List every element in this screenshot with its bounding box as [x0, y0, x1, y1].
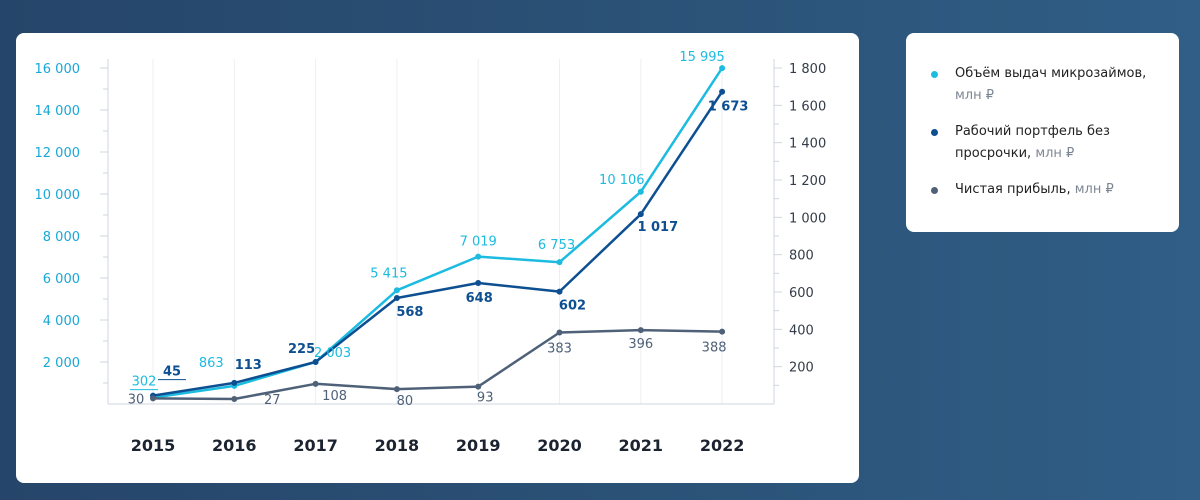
left-axis-tick-label: 10 000	[35, 188, 81, 203]
series-line-1	[152, 91, 724, 397]
x-axis-tick-label-2019: 2019	[456, 436, 501, 455]
data-label-2-2015: 30	[128, 392, 145, 407]
data-point-1-2021	[637, 211, 644, 218]
data-point-0-2022	[719, 65, 726, 72]
x-axis-tick-label-2016: 2016	[212, 436, 257, 455]
data-point-1-2018	[393, 294, 400, 301]
data-point-1-2020	[556, 288, 563, 295]
data-label-1-2015: 45	[163, 365, 181, 380]
data-label-2-2017: 108	[322, 389, 347, 404]
data-point-0-2019	[475, 253, 482, 260]
right-axis-tick-label: 1 200	[789, 174, 826, 189]
legend-marker-loan-volume	[931, 71, 938, 78]
data-label-0-2019: 7 019	[460, 235, 497, 250]
x-axis-tick-label-2018: 2018	[375, 436, 420, 455]
right-axis-tick-label: 1 000	[789, 211, 826, 226]
data-point-1-2016	[231, 379, 238, 386]
data-label-2-2021: 396	[628, 337, 653, 352]
right-axis-tick-label: 400	[789, 323, 814, 338]
data-label-2-2016: 27	[264, 393, 281, 408]
left-axis-tick-label: 4 000	[43, 314, 80, 329]
data-point-0-2020	[556, 259, 563, 266]
data-point-0-2021	[637, 188, 644, 195]
data-point-1-2017	[312, 359, 319, 365]
legend-item-loan-volume: Объём выдач микрозаймов, млн ₽	[928, 63, 1164, 107]
data-point-2-2019	[475, 383, 482, 390]
right-axis-tick-label: 1 800	[789, 62, 826, 77]
series-line-0	[152, 67, 724, 399]
data-label-2-2019: 93	[477, 391, 494, 406]
x-axis-tick-label-2022: 2022	[700, 436, 745, 455]
data-point-1-2019	[475, 280, 482, 287]
legend-unit: млн ₽	[1074, 182, 1114, 197]
data-point-2-2015	[150, 395, 156, 402]
legend-item-portfolio: Рабочий портфель без просрочки, млн ₽	[928, 121, 1164, 165]
data-label-1-2021: 1 017	[637, 220, 678, 235]
legend-unit: млн ₽	[955, 88, 995, 103]
data-label-0-2022: 15 995	[679, 50, 725, 65]
data-point-2-2016	[231, 395, 238, 402]
data-label-2-2020: 383	[547, 342, 572, 357]
legend-label: Рабочий портфель без просрочки,	[955, 124, 1110, 161]
right-axis-tick-label: 1 400	[789, 137, 826, 152]
chart-card: 16 000 14 000 12 000 10 000 8 000 6 000 4 000 2…	[16, 33, 859, 483]
data-label-1-2020: 602	[559, 299, 586, 314]
x-axis-tick-label-2020: 2020	[537, 436, 582, 455]
left-axis-tick-label: 8 000	[43, 230, 80, 245]
legend-marker-portfolio	[931, 129, 938, 136]
data-point-0-2018	[393, 287, 400, 294]
data-label-1-2017: 225	[288, 342, 315, 357]
x-axis-tick-label-2015: 2015	[131, 436, 176, 455]
data-label-0-2016: 863	[199, 356, 224, 371]
left-axis-tick-label: 2 000	[43, 356, 80, 371]
data-point-2-2022	[719, 328, 726, 335]
data-label-0-2015: 302	[132, 375, 157, 390]
data-point-2-2017	[312, 380, 319, 387]
data-label-1-2022: 1 673	[708, 100, 749, 115]
left-axis-tick-label: 6 000	[43, 272, 80, 287]
right-axis-tick-label: 600	[789, 286, 814, 301]
right-axis-tick-label: 800	[789, 249, 814, 264]
data-label-2-2022: 388	[702, 341, 727, 356]
legend-label: Объём выдач микрозаймов,	[955, 66, 1147, 81]
left-axis-tick-label: 16 000	[35, 62, 81, 77]
series-line-2	[152, 328, 723, 401]
data-point-2-2018	[393, 386, 400, 393]
x-axis-tick-label-2017: 2017	[293, 436, 338, 455]
left-axis-tick-label: 14 000	[35, 104, 81, 119]
data-label-2-2018: 80	[397, 394, 414, 409]
data-label-0-2021: 10 106	[599, 173, 645, 188]
right-axis-tick-label: 1 600	[789, 99, 826, 114]
data-label-0-2020: 6 753	[538, 238, 575, 253]
left-axis-tick-label: 12 000	[35, 146, 81, 161]
data-point-2-2020	[556, 329, 563, 336]
legend-item-net-profit: Чистая прибыль, млн ₽	[928, 179, 1164, 201]
x-axis-tick-label-2021: 2021	[619, 436, 664, 455]
data-point-2-2021	[637, 327, 644, 334]
data-label-1-2016: 113	[235, 358, 262, 373]
data-label-1-2019: 648	[466, 291, 493, 306]
legend-marker-net-profit	[931, 187, 938, 194]
data-label-0-2017: 2 003	[314, 346, 351, 361]
line-chart: 16 000 14 000 12 000 10 000 8 000 6 000 4 000 2…	[35, 50, 827, 455]
right-axis-tick-label: 200	[789, 361, 814, 376]
data-label-1-2018: 568	[396, 305, 423, 320]
data-point-1-2022	[719, 88, 726, 95]
legend-unit: млн ₽	[1035, 146, 1075, 161]
legend: Объём выдач микрозаймов, млн ₽ Рабочий п…	[906, 33, 1179, 232]
data-label-0-2018: 5 415	[370, 266, 407, 281]
legend-label: Чистая прибыль,	[955, 182, 1071, 197]
